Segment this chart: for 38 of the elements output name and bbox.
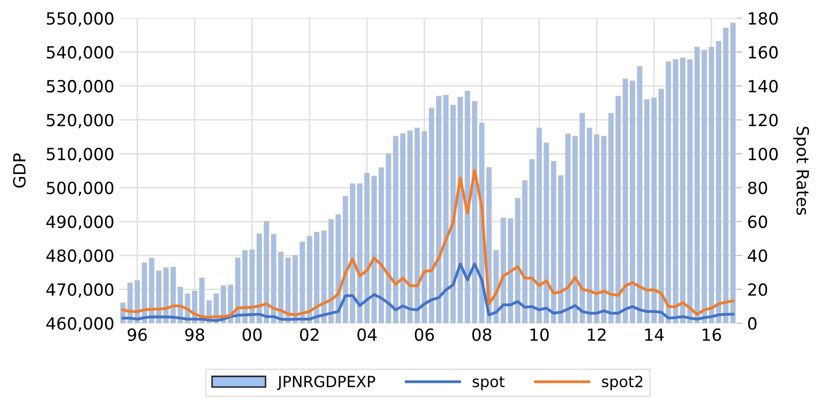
y-tick-label: 470,000 <box>46 283 114 298</box>
x-tick-label: 96 <box>128 328 147 341</box>
line-series <box>122 169 734 319</box>
y-tick-label: 480,000 <box>46 249 114 264</box>
x-tick-label: 10 <box>530 328 549 341</box>
y2-tick-label: 140 <box>748 80 778 93</box>
y-axis-title: GDP <box>13 153 26 188</box>
y-tick-label: 550,000 <box>46 12 114 26</box>
y2-tick-label: 40 <box>748 249 768 262</box>
y2-axis-title: Spot Rates <box>793 126 810 215</box>
y2-tick-label: 20 <box>748 283 768 296</box>
x-tick-label: 14 <box>645 328 664 341</box>
x-tick-label: 02 <box>300 328 318 341</box>
legend-label: JPNRGDPEXP <box>276 376 376 390</box>
y-tick-label: 530,000 <box>46 80 114 94</box>
x-tick-label: 04 <box>357 328 377 341</box>
y-tick-label: 520,000 <box>46 114 114 128</box>
y2-tick-label: 120 <box>748 114 778 126</box>
x-tick-label: 98 <box>185 328 204 341</box>
y2-tick-label: 0 <box>748 317 756 330</box>
y-tick-label: 500,000 <box>46 182 114 196</box>
y-tick-label: 540,000 <box>46 46 114 60</box>
y-tick-label: 510,000 <box>46 148 114 162</box>
y2-tick-label: 60 <box>748 215 768 228</box>
x-tick-label: 08 <box>472 328 492 341</box>
y2-tick-label: 180 <box>748 12 778 25</box>
x-tick-label: 16 <box>702 328 722 341</box>
y2-tick-label: 100 <box>748 148 778 160</box>
y2-tick-label: 160 <box>748 46 778 59</box>
x-tick-label: 00 <box>242 328 262 341</box>
y-tick-label: 460,000 <box>46 317 114 332</box>
x-tick-label: 12 <box>588 328 606 341</box>
line-series <box>122 262 734 322</box>
y-tick-label: 490,000 <box>46 215 114 230</box>
legend-label: spot <box>472 376 505 390</box>
y2-tick-label: 80 <box>748 182 768 194</box>
legend-label: spot2 <box>602 376 642 390</box>
x-tick-label: 06 <box>414 328 434 341</box>
